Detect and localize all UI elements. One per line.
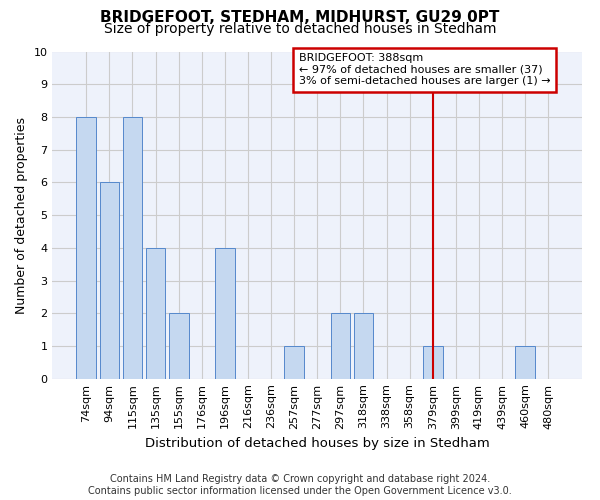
Bar xyxy=(284,346,304,378)
Bar xyxy=(146,248,166,378)
Text: BRIDGEFOOT: 388sqm
← 97% of detached houses are smaller (37)
3% of semi-detached: BRIDGEFOOT: 388sqm ← 97% of detached hou… xyxy=(299,53,550,86)
Bar xyxy=(353,313,373,378)
Text: Contains HM Land Registry data © Crown copyright and database right 2024.
Contai: Contains HM Land Registry data © Crown c… xyxy=(88,474,512,496)
Bar xyxy=(423,346,443,378)
Bar xyxy=(169,313,188,378)
Bar xyxy=(331,313,350,378)
Y-axis label: Number of detached properties: Number of detached properties xyxy=(15,116,28,314)
Bar xyxy=(215,248,235,378)
X-axis label: Distribution of detached houses by size in Stedham: Distribution of detached houses by size … xyxy=(145,437,490,450)
Text: Size of property relative to detached houses in Stedham: Size of property relative to detached ho… xyxy=(104,22,496,36)
Bar xyxy=(100,182,119,378)
Bar xyxy=(515,346,535,378)
Bar xyxy=(122,117,142,378)
Text: BRIDGEFOOT, STEDHAM, MIDHURST, GU29 0PT: BRIDGEFOOT, STEDHAM, MIDHURST, GU29 0PT xyxy=(100,10,500,25)
Bar xyxy=(76,117,96,378)
